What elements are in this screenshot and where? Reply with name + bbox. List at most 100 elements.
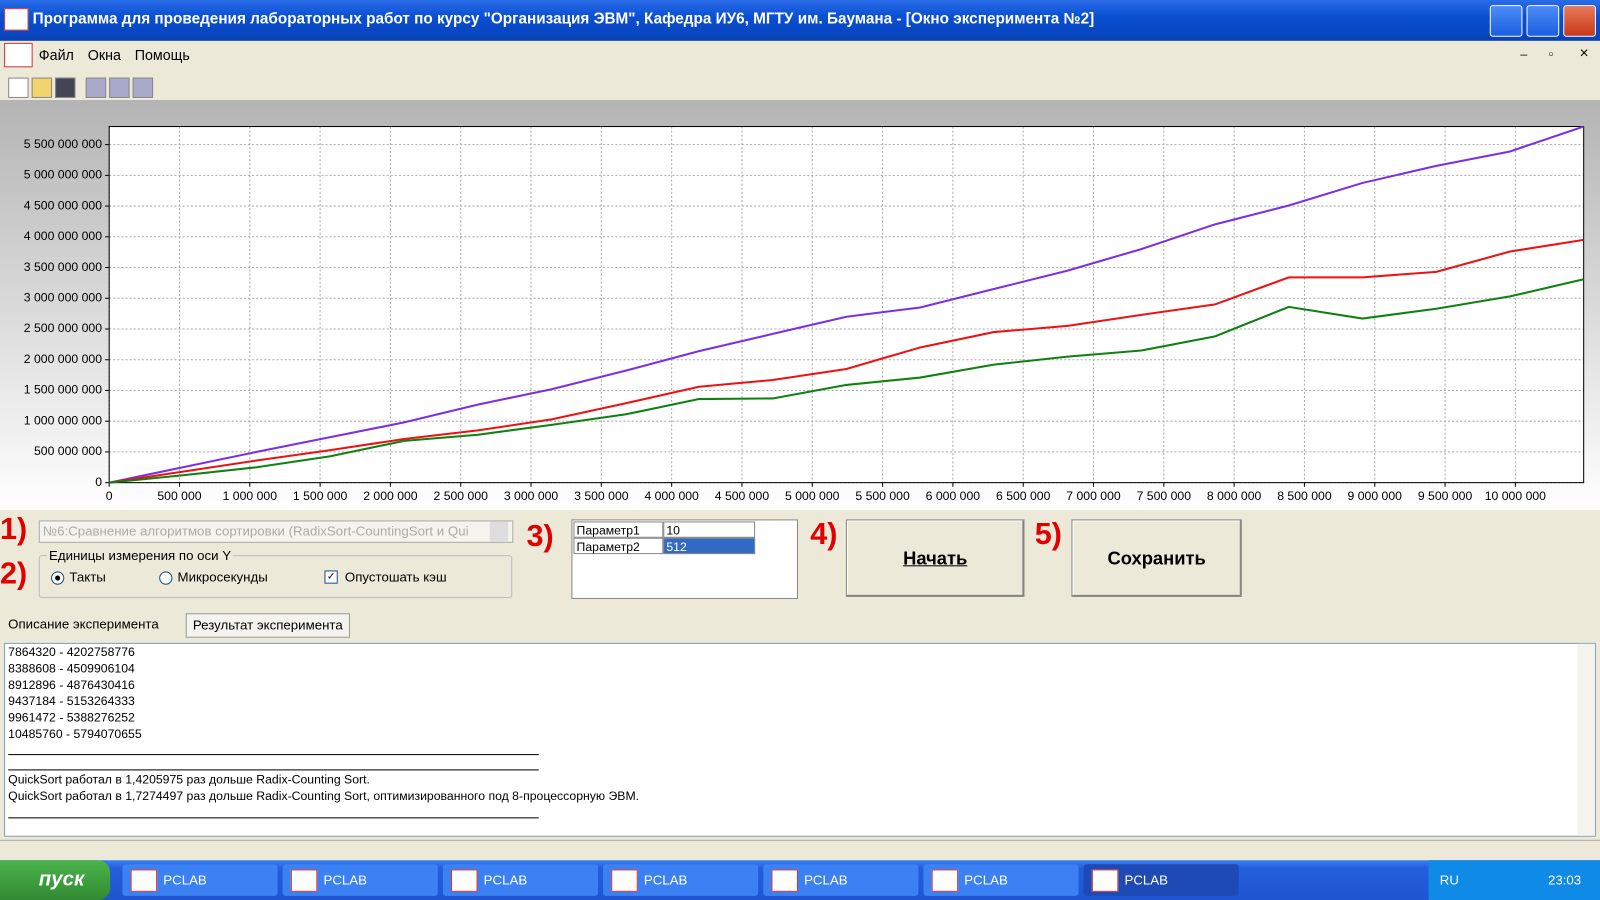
task-button[interactable]: PCLAB bbox=[1083, 864, 1239, 896]
separator bbox=[8, 754, 539, 756]
new-button[interactable] bbox=[8, 77, 29, 98]
menu-item[interactable]: Окна bbox=[87, 46, 121, 64]
step-marker: 3) bbox=[526, 519, 554, 554]
series-line bbox=[109, 278, 1584, 484]
series-line bbox=[108, 125, 1585, 484]
x-tick-label: 4 500 000 bbox=[715, 489, 770, 503]
units-group bbox=[38, 555, 513, 598]
task-button[interactable]: PCLAB bbox=[923, 864, 1079, 896]
y-tick-label: 5 500 000 000 bbox=[24, 137, 102, 151]
output-line: 10485760 - 5794070655 bbox=[8, 726, 142, 741]
param-value[interactable]: 10 bbox=[663, 521, 756, 538]
open-button[interactable] bbox=[31, 77, 53, 98]
close-button[interactable] bbox=[1563, 5, 1596, 37]
tab-active[interactable]: Результат эксперимента bbox=[185, 613, 350, 638]
x-tick-label: 3 500 000 bbox=[574, 489, 629, 503]
x-tick-label: 500 000 bbox=[157, 489, 201, 503]
task-button[interactable]: PCLAB bbox=[603, 864, 759, 896]
units-group-label: Единицы измерения по оси Y bbox=[46, 547, 234, 564]
x-tick-label: 6 500 000 bbox=[996, 489, 1051, 503]
doc-icon bbox=[4, 42, 33, 68]
task-icon bbox=[130, 869, 158, 892]
app-icon bbox=[4, 8, 29, 31]
menu-item[interactable]: Файл bbox=[38, 46, 74, 64]
system-tray: RU 23:03 bbox=[1428, 860, 1600, 900]
task-button[interactable]: PCLAB bbox=[122, 864, 278, 896]
start-button[interactable]: Начать bbox=[845, 519, 1025, 597]
experiment-select[interactable]: №6:Сравнение алгоритмов сортировки (Radi… bbox=[38, 520, 514, 543]
param-name: Параметр2 bbox=[573, 537, 664, 555]
mdi-restore[interactable]: ▫ bbox=[1548, 46, 1554, 62]
task-button[interactable]: PCLAB bbox=[442, 864, 598, 896]
output-line: 8912896 - 4876430416 bbox=[8, 677, 135, 692]
x-tick-label: 7 000 000 bbox=[1066, 489, 1121, 503]
checkbox-label: Опустошать кэш bbox=[344, 569, 447, 585]
mdi-close[interactable]: × bbox=[1579, 44, 1589, 63]
param-value[interactable]: 512 bbox=[663, 537, 756, 555]
tile-v-button[interactable] bbox=[132, 77, 154, 98]
y-tick-label: 500 000 000 bbox=[34, 444, 102, 458]
cascade-button[interactable] bbox=[85, 77, 107, 98]
params-grid: Параметр1 10 Параметр2 512 bbox=[571, 519, 798, 599]
plot-border bbox=[108, 126, 1585, 484]
x-tick-label: 8 000 000 bbox=[1207, 489, 1262, 503]
task-icon bbox=[451, 869, 478, 892]
title-bar: Программа для проведения лабораторных ра… bbox=[0, 0, 1600, 41]
radio-microseconds[interactable] bbox=[159, 571, 173, 585]
cache-checkbox[interactable]: ✓ bbox=[324, 570, 338, 584]
y-tick-label: 3 500 000 000 bbox=[24, 260, 102, 274]
y-tick-label: 5 000 000 000 bbox=[24, 168, 102, 182]
output-text: 7864320 - 4202758776 8388608 - 4509906104… bbox=[4, 642, 1596, 837]
scrollbar[interactable] bbox=[1577, 643, 1595, 836]
step-marker: 5) bbox=[1034, 517, 1062, 552]
x-tick-label: 0 bbox=[106, 489, 113, 503]
task-icon bbox=[1091, 869, 1119, 892]
start-button[interactable]: пуск bbox=[0, 860, 111, 900]
output-line: 8388608 - 4509906104 bbox=[8, 661, 135, 676]
plot-area bbox=[109, 126, 1584, 483]
step-marker: 1) bbox=[0, 512, 28, 546]
tile-h-button[interactable] bbox=[109, 77, 130, 98]
separator bbox=[8, 769, 539, 771]
tab[interactable]: Описание эксперимента bbox=[8, 616, 159, 632]
series-line bbox=[109, 238, 1584, 484]
step-marker: 2) bbox=[0, 557, 28, 591]
x-tick-label: 4 000 000 bbox=[644, 489, 699, 503]
minimize-button[interactable] bbox=[1489, 5, 1523, 37]
save-button[interactable] bbox=[55, 77, 76, 98]
save-button[interactable]: Сохранить bbox=[1071, 519, 1242, 597]
menu-bar: – ▫ × Файл Окна Помощь bbox=[0, 41, 1600, 72]
menu-item[interactable]: Помощь bbox=[134, 46, 190, 64]
mdi-minimize[interactable]: – bbox=[1520, 46, 1528, 62]
language[interactable]: RU bbox=[1439, 872, 1459, 888]
restore-button[interactable] bbox=[1526, 5, 1560, 37]
x-tick-label: 9 500 000 bbox=[1418, 489, 1473, 503]
task-icon bbox=[611, 869, 638, 892]
toolbar bbox=[0, 73, 1600, 100]
output-line: QuickSort работал в 1,4205975 раз дольше… bbox=[8, 772, 370, 787]
task-button[interactable]: PCLAB bbox=[763, 864, 919, 896]
taskbar: пуск RU 23:03 PCLAB PCLAB PCLAB PCLAB PCLAB P… bbox=[0, 860, 1600, 900]
output-line: 9961472 - 5388276252 bbox=[8, 710, 135, 725]
task-icon bbox=[771, 869, 798, 892]
task-icon bbox=[931, 869, 959, 892]
y-tick-label: 4 000 000 000 bbox=[24, 229, 102, 243]
y-tick-label: 2 500 000 000 bbox=[24, 321, 102, 335]
chart: 0 500 000 000 1 000 000 000 1 500 000 000 2 … bbox=[0, 100, 1600, 511]
output-line: 9437184 - 5153264333 bbox=[8, 693, 135, 709]
y-tick-label: 4 500 000 000 bbox=[24, 198, 102, 212]
x-tick-label: 1 500 000 bbox=[293, 489, 348, 503]
status-bar bbox=[0, 839, 1600, 861]
radio-label: Микросекунды bbox=[177, 569, 268, 585]
param-name: Параметр1 bbox=[573, 521, 664, 538]
radio-ticks[interactable] bbox=[51, 571, 65, 585]
x-tick-label: 9 000 000 bbox=[1348, 489, 1403, 503]
step-marker: 4) bbox=[810, 517, 838, 552]
output-line: 7864320 - 4202758776 bbox=[8, 644, 135, 660]
task-button[interactable]: PCLAB bbox=[282, 864, 438, 896]
y-tick-label: 2 000 000 000 bbox=[24, 352, 102, 366]
task-icon bbox=[290, 869, 318, 892]
dropdown-arrow[interactable] bbox=[489, 521, 509, 542]
x-tick-label: 7 500 000 bbox=[1137, 489, 1192, 503]
